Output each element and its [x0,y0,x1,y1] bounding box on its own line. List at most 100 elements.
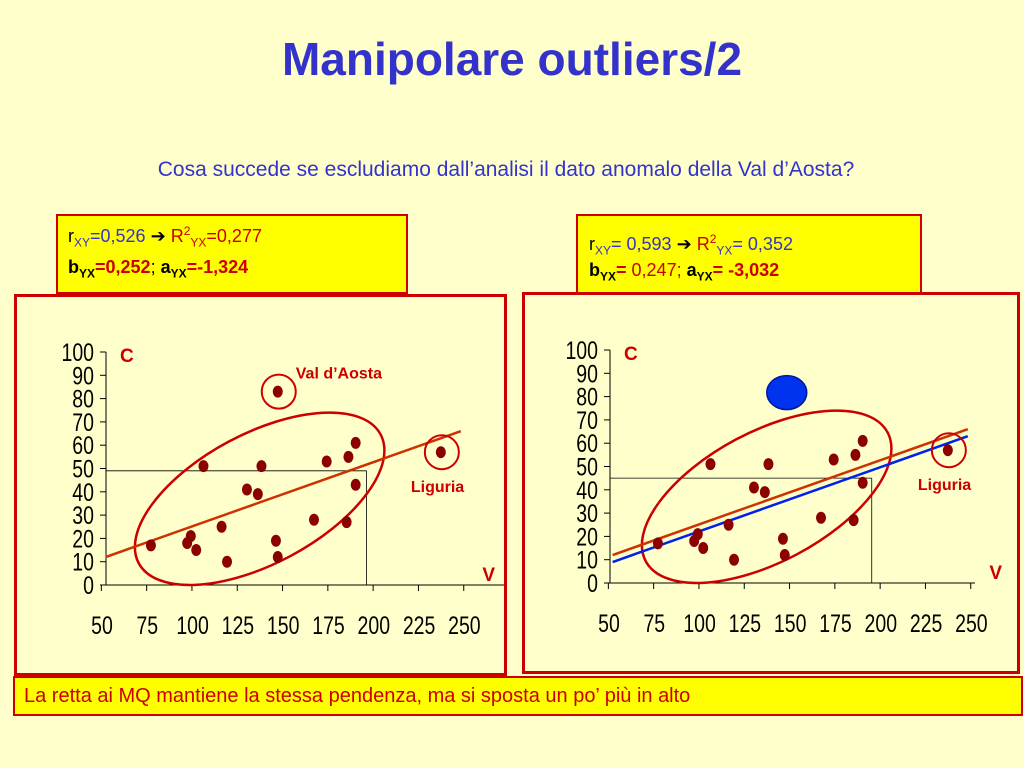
y-tick-label: 50 [72,455,94,483]
data-point [850,448,861,461]
page-title: Manipolare outliers/2 [281,33,743,85]
data-point [828,453,839,466]
regression-line-blue [612,435,969,564]
y-tick-label: 90 [72,362,94,390]
y-tick-label: 30 [576,500,598,528]
data-point [350,478,361,491]
data-point [341,516,352,529]
annotation-label: Liguria [411,479,464,496]
left-stats-box: rXY=0,526 ➔ R2YX=0,277 bYX=0,252; aYX=-1… [56,214,408,294]
data-point [241,483,252,496]
right-chart-panel: 0 10 20 30 40 50 60 70 80 90 100 50 75 100 125 150 175 20… [522,292,1020,674]
x-tick-label: 250 [955,610,988,638]
right-stats-line2: bYX= 0,247; aYX= -3,032 [589,260,780,284]
y-tick-label: 10 [72,548,94,576]
x-tick-label: 125 [222,612,255,640]
x-tick-label: 50 [598,610,620,638]
data-point [857,476,868,489]
data-point [848,514,859,527]
data-point [270,534,281,547]
data-point [692,528,703,541]
data-point [350,436,361,449]
cluster-ellipse [640,409,893,585]
y-tick-label: 80 [72,385,94,413]
x-tick-label: 75 [643,610,665,638]
y-tick-label: 20 [72,525,94,553]
x-tick-label: 200 [865,610,898,638]
data-point [435,446,446,459]
data-point [321,455,332,468]
data-point [652,537,663,550]
x-tick-label: 200 [358,612,391,640]
x-tick-label: 100 [176,612,209,640]
annotation-label: Val d’Aosta [296,366,382,383]
data-point [309,513,320,526]
data-point [198,460,209,473]
data-point [777,532,788,545]
y-tick-label: 40 [72,478,94,506]
annotation-circle [260,373,297,410]
data-point [216,520,227,533]
y-tick-label: 50 [576,453,598,481]
data-point [222,555,233,568]
left-chart-panel: 0 10 20 30 40 50 60 70 80 90 100 50 75 100 125 150 175 20… [14,294,507,676]
data-point [256,460,267,473]
x-tick-label: 175 [312,612,345,640]
annotation-circle [423,434,460,471]
y-tick-label: 60 [576,430,598,458]
y-tick-label: 0 [83,572,94,600]
annotation-circle [930,432,967,469]
data-point [252,488,263,501]
data-point [145,539,156,552]
data-point [723,518,734,531]
excluded-point-marker [766,374,808,411]
x-tick-label: 100 [683,610,716,638]
data-point [698,542,709,555]
data-point [729,553,740,566]
x-axis-title: V [989,563,1002,584]
x-tick-label: 125 [729,610,762,638]
data-point [272,551,283,564]
data-point [942,444,953,457]
x-tick-label: 75 [136,612,158,640]
y-tick-label: 0 [587,570,598,598]
footer-note: La retta ai MQ mantiene la stessa penden… [13,676,1023,716]
data-point [763,458,774,471]
right-stats-line1: rXY= 0,593 ➔ R2YX= 0,352 [589,232,793,258]
cluster-ellipse [133,411,386,587]
data-point [857,434,868,447]
x-tick-label: 50 [91,612,113,640]
y-tick-label: 80 [576,383,598,411]
y-tick-label: 100 [61,339,94,367]
y-tick-label: 40 [576,476,598,504]
x-tick-label: 150 [267,612,300,640]
data-point [816,511,827,524]
data-point [191,544,202,557]
data-point [759,486,770,499]
regression-line-red [105,430,462,559]
data-point [748,481,759,494]
y-tick-label: 100 [565,337,598,365]
left-stats-line1: rXY=0,526 ➔ R2YX=0,277 [68,224,262,250]
y-tick-label: 70 [576,407,598,435]
x-tick-label: 175 [819,610,852,638]
data-point [779,549,790,562]
x-tick-label: 150 [774,610,807,638]
data-point [185,530,196,543]
subtitle: Cosa succede se escludiamo dall’analisi … [157,158,855,181]
data-point [343,450,354,463]
x-tick-label: 250 [448,612,481,640]
y-tick-label: 20 [576,523,598,551]
y-tick-label: 60 [72,432,94,460]
annotation-label: Liguria [918,477,971,494]
y-axis-title: C [624,344,638,365]
right-stats-box: rXY= 0,593 ➔ R2YX= 0,352 bYX= 0,247; aYX… [576,214,922,294]
y-tick-label: 90 [576,360,598,388]
y-tick-label: 70 [72,409,94,437]
y-tick-label: 30 [72,502,94,530]
left-stats-line2: bYX=0,252; aYX=-1,324 [68,256,249,281]
x-axis-title: V [482,565,495,586]
x-tick-label: 225 [910,610,943,638]
